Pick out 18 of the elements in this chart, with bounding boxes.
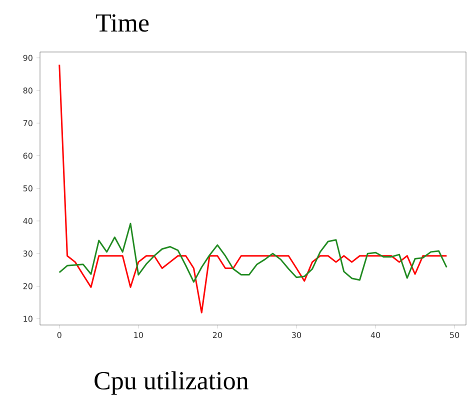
- y-tick-label: 40: [23, 218, 32, 224]
- y-tick-label: 60: [23, 152, 32, 159]
- x-axis-title: Cpu utilization: [94, 371, 248, 395]
- y-tick-label: 50: [23, 185, 32, 192]
- chart-title: Time: [96, 14, 149, 32]
- y-tick-label: 70: [23, 120, 32, 126]
- y-tick-label: 80: [23, 87, 32, 94]
- line-series: [58, 222, 448, 283]
- x-tick-label: 10: [134, 332, 143, 338]
- y-tick-label: 90: [23, 54, 32, 61]
- x-tick-label: 0: [57, 332, 62, 338]
- x-tick-label: 30: [292, 332, 302, 338]
- y-tick-label: 10: [24, 316, 32, 322]
- x-tick-label: 50: [450, 332, 460, 338]
- x-tick-label: 40: [370, 332, 380, 338]
- x-tick-label: 20: [212, 332, 222, 338]
- y-tick-label: 20: [23, 283, 32, 290]
- y-tick-label: 30: [23, 250, 32, 257]
